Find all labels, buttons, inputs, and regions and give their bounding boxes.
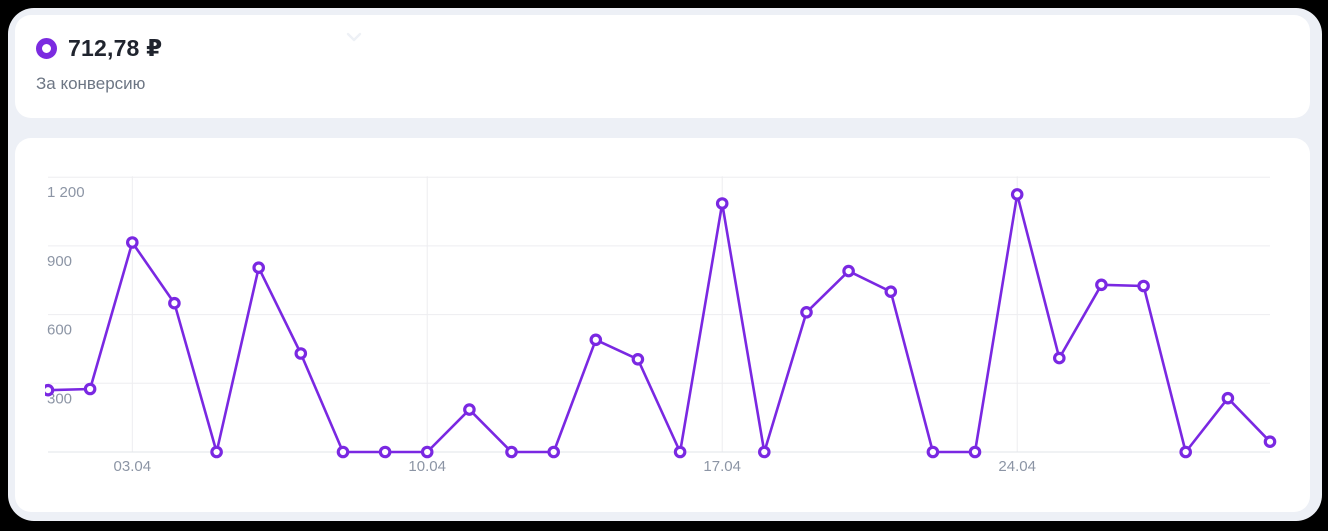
data-point[interactable] — [884, 285, 898, 298]
data-point[interactable] — [926, 445, 940, 459]
data-point[interactable] — [168, 296, 181, 310]
data-point[interactable] — [294, 347, 308, 360]
chart-area: 300 600 900 1 200 03.04 10.04 17.04 24.04 — [15, 138, 1310, 512]
data-point[interactable] — [420, 445, 434, 459]
data-point[interactable] — [210, 445, 223, 459]
x-tick-label: 10.04 — [408, 458, 446, 475]
y-tick-label: 300 — [47, 390, 72, 407]
data-point[interactable] — [505, 445, 518, 459]
data-point[interactable] — [252, 261, 265, 274]
data-point[interactable] — [968, 445, 982, 459]
data-point[interactable] — [842, 264, 855, 278]
y-tick-label: 1 200 — [47, 184, 85, 201]
data-point[interactable] — [1053, 351, 1066, 365]
metric-card[interactable]: 712,78 ₽ За конверсию — [15, 15, 1310, 118]
data-point[interactable] — [673, 445, 687, 459]
data-point[interactable] — [715, 197, 729, 210]
metric-label: За конверсию — [36, 74, 146, 93]
y-tick-label: 900 — [47, 253, 72, 270]
data-point[interactable] — [43, 383, 55, 397]
data-point[interactable] — [589, 333, 603, 347]
data-point[interactable] — [378, 445, 392, 459]
data-point[interactable] — [1010, 188, 1024, 201]
metric-header: 712,78 ₽ — [36, 35, 162, 61]
chevron-down-icon[interactable] — [345, 31, 363, 43]
y-tick-label: 600 — [47, 322, 72, 339]
data-point[interactable] — [631, 353, 645, 366]
data-point[interactable] — [336, 445, 350, 459]
x-tick-label: 24.04 — [998, 458, 1036, 475]
data-point[interactable] — [547, 445, 560, 459]
data-point[interactable] — [463, 403, 476, 416]
data-point[interactable] — [1221, 391, 1235, 405]
metric-value: 712,78 ₽ — [68, 35, 163, 61]
data-point[interactable] — [757, 445, 771, 459]
dashboard-panel: 712,78 ₽ За конверсию 300 600 900 1 200 03.0… — [8, 8, 1322, 521]
data-point[interactable] — [1137, 279, 1150, 293]
data-point[interactable] — [83, 382, 97, 396]
conversion-cost-chart[interactable]: 300 600 900 1 200 03.04 10.04 17.04 24.04 — [15, 138, 1310, 512]
x-tick-label: 03.04 — [114, 458, 152, 475]
series-group — [43, 188, 1277, 459]
data-point[interactable] — [126, 236, 139, 249]
metric-ring-icon — [36, 37, 57, 59]
series-line — [46, 193, 1272, 454]
x-tick-label: 17.04 — [703, 458, 741, 475]
data-point[interactable] — [1263, 435, 1277, 448]
chart-card: 300 600 900 1 200 03.04 10.04 17.04 24.04 — [15, 138, 1310, 512]
data-point[interactable] — [800, 306, 813, 319]
data-point[interactable] — [1095, 278, 1108, 292]
data-point[interactable] — [1179, 445, 1192, 459]
